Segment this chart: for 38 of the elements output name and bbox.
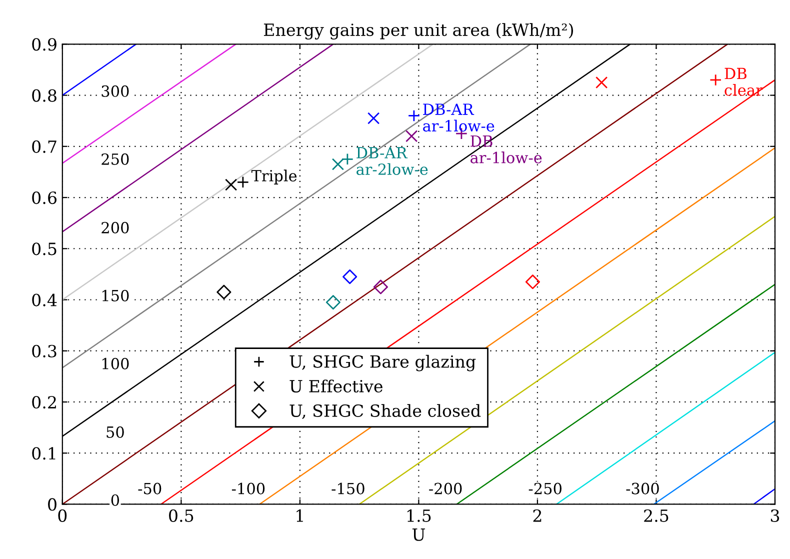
legend-label: U, SHGC Bare glazing [290, 354, 476, 372]
x-tick-label: 2 [533, 509, 542, 522]
x-tick-label: 3 [770, 509, 780, 522]
series-label: -100 [232, 482, 265, 494]
annotation: DB-AR ar-2low-e [356, 147, 428, 176]
y-tick-label: 0.9 [32, 38, 56, 51]
series-label: -150 [332, 482, 364, 494]
series-label: -250 [528, 482, 562, 494]
series-label: 0 [111, 494, 120, 506]
y-tick-label: 0.1 [32, 447, 56, 460]
series-label: 50 [106, 426, 124, 438]
y-tick-label: 0.3 [32, 344, 56, 358]
y-tick-label: 0.6 [32, 191, 56, 204]
series-label: -200 [429, 482, 462, 494]
y-tick-label: 0.8 [32, 89, 56, 102]
x-tick-label: 1 [296, 509, 303, 522]
y-tick-label: 0.7 [32, 140, 56, 153]
y-tick-label: 0 [48, 498, 56, 511]
x-axis-title: U [412, 528, 425, 541]
chart-title: Energy gains per unit area (kWh/m²) [264, 23, 574, 40]
x-tick-label: 0 [58, 509, 67, 522]
y-tick-label: 0.5 [32, 242, 56, 256]
y-tick-label: 0.2 [32, 396, 56, 409]
annotation: DB-AR ar-1low-e [423, 104, 494, 132]
x-tick-label: 2.5 [644, 509, 668, 522]
x-tick-label: 1.5 [407, 509, 431, 522]
series-label: 100 [102, 358, 129, 370]
series-label: -50 [138, 482, 162, 494]
x-tick-label: 0.5 [169, 509, 194, 522]
legend-label: U Effective [290, 380, 382, 393]
series-label: 250 [102, 153, 129, 165]
y-tick-label: 0.4 [32, 294, 57, 306]
series-label: 300 [102, 85, 129, 97]
series-label: -300 [626, 482, 659, 494]
annotation: Triple [251, 170, 297, 184]
series-label: 150 [102, 290, 129, 302]
series-label: 200 [102, 222, 129, 234]
legend-label: U, SHGC Shade closed [290, 404, 481, 420]
